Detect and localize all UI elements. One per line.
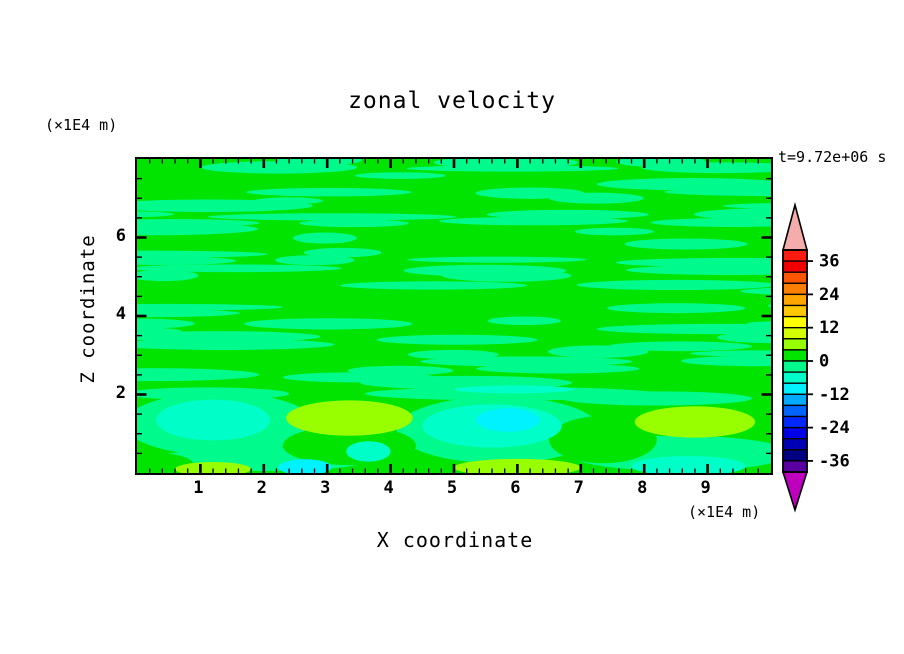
contour-plot-area [135,157,773,475]
time-annotation: t=9.72e+06 s [778,148,887,166]
colorbar: 36 24 12 0 -12 -24 -36 [781,202,849,513]
colorbar-label-12: 12 [819,318,839,338]
x-tick-label-7: 7 [573,478,584,498]
x-tick-label-9: 9 [700,478,711,498]
y-axis-unit-label: (×1E4 m) [45,116,118,134]
y-tick-label-4: 4 [115,304,126,324]
x-tick-label-3: 3 [320,478,331,498]
x-tick-label-6: 6 [510,478,521,498]
x-tick-label-4: 4 [383,478,394,498]
colorbar-label-24: 24 [819,285,839,305]
x-axis-unit-label: (×1E4 m) [688,503,761,521]
colorbar-label-0: 0 [819,352,829,372]
x-tick-label-1: 1 [193,478,204,498]
plot-title: zonal velocity [348,88,556,114]
y-axis-title: Z coordinate [77,234,99,384]
x-tick-label-8: 8 [637,478,648,498]
x-tick-label-5: 5 [446,478,458,498]
colorbar-label--12: -12 [819,385,849,405]
colorbar-label--36: -36 [819,451,849,471]
colorbar-label--24: -24 [819,418,849,438]
y-tick-label-6: 6 [115,225,126,246]
contour-field [137,159,771,473]
x-tick-label-2: 2 [256,478,267,498]
colorbar-label-36: 36 [819,252,839,272]
x-axis-title: X coordinate [376,528,534,552]
y-tick-label-2: 2 [115,382,126,403]
